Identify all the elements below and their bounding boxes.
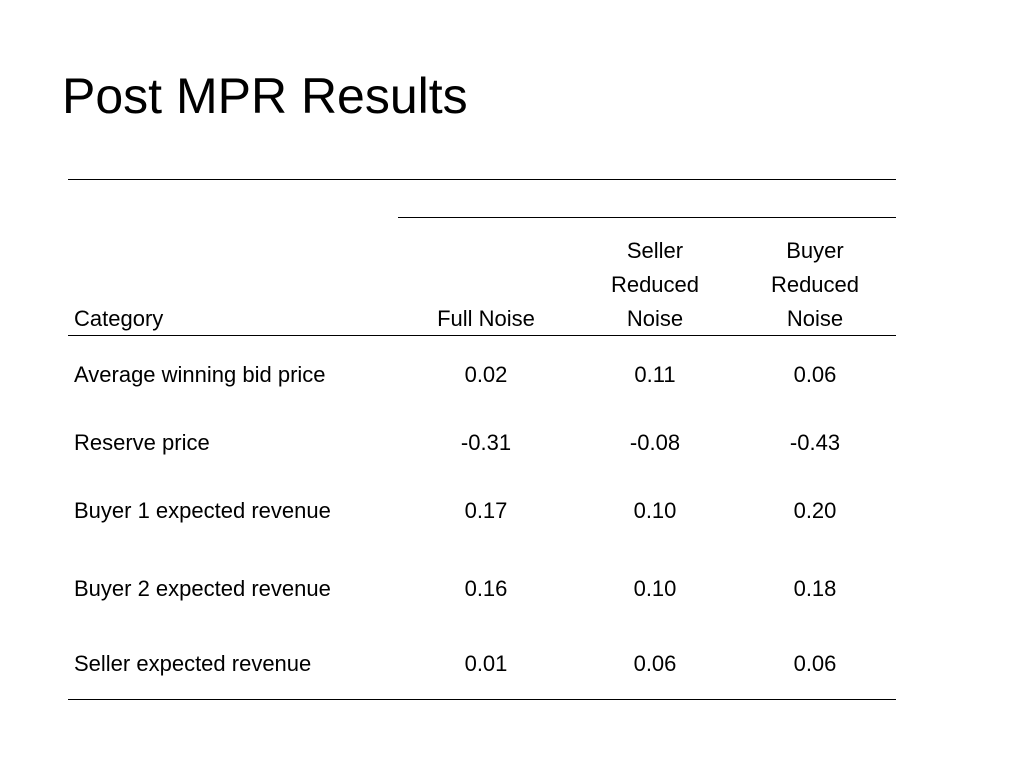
row-category: Reserve price <box>74 430 210 455</box>
cell-buyer-reduced-noise: 0.06 <box>793 651 837 676</box>
row-category: Average winning bid price <box>74 362 326 387</box>
row-category: Buyer 1 expected revenue <box>74 498 331 523</box>
header-buyer-line: Reduced <box>770 272 860 297</box>
header-seller-reduced-noise: Seller Reduced Noise <box>580 234 730 336</box>
table-bottom-rule <box>68 699 896 700</box>
column-group-rule <box>398 217 896 218</box>
header-category: Category <box>74 306 164 331</box>
table-top-rule <box>68 179 896 180</box>
header-buyer-reduced-noise: Buyer Reduced Noise <box>740 234 890 336</box>
cell-seller-reduced-noise: 0.06 <box>633 651 677 676</box>
cell-seller-reduced-noise: 0.11 <box>634 362 676 387</box>
cell-buyer-reduced-noise: 0.06 <box>793 362 837 387</box>
slide-title: Post MPR Results <box>62 68 468 124</box>
header-rule <box>68 335 896 336</box>
row-category: Seller expected revenue <box>74 651 312 676</box>
header-buyer-line: Buyer <box>786 238 844 263</box>
cell-buyer-reduced-noise: -0.43 <box>789 430 841 455</box>
cell-full-noise: 0.16 <box>464 576 508 601</box>
cell-buyer-reduced-noise: 0.18 <box>793 576 837 601</box>
header-seller-line: Noise <box>626 306 684 331</box>
header-seller-line: Reduced <box>610 272 700 297</box>
cell-seller-reduced-noise: 0.10 <box>633 576 677 601</box>
row-category: Buyer 2 expected revenue <box>74 576 331 601</box>
cell-full-noise: 0.17 <box>464 498 508 523</box>
cell-full-noise: 0.01 <box>464 651 508 676</box>
cell-seller-reduced-noise: 0.10 <box>633 498 677 523</box>
cell-full-noise: -0.31 <box>460 430 512 455</box>
header-seller-line: Seller <box>626 238 684 263</box>
header-buyer-line: Noise <box>786 306 844 331</box>
header-full-noise: Full Noise <box>437 306 535 331</box>
cell-full-noise: 0.02 <box>464 362 508 387</box>
cell-buyer-reduced-noise: 0.20 <box>793 498 837 523</box>
cell-seller-reduced-noise: -0.08 <box>629 430 681 455</box>
